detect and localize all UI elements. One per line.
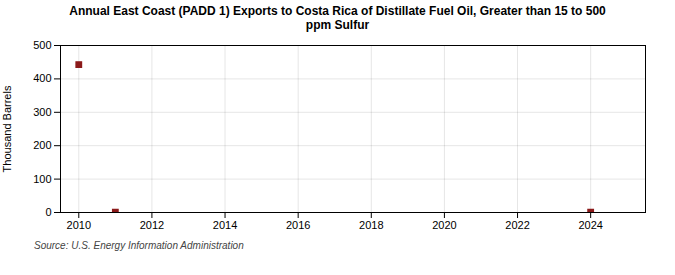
- svg-text:100: 100: [33, 172, 51, 184]
- svg-text:500: 500: [33, 39, 51, 51]
- html-text:Annual East Coast (PADD 1) Exp: Annual East Coast (PADD 1) Exports to Co…: [69, 4, 606, 33]
- svg-text:200: 200: [33, 139, 51, 151]
- html-text:Source: U.S. Energy Informatio: Source: U.S. Energy Information Administ…: [34, 239, 244, 251]
- svg-text:2018: 2018: [359, 219, 383, 231]
- svg-text:2010: 2010: [67, 219, 91, 231]
- svg-text:2014: 2014: [213, 219, 237, 231]
- svg-text:2020: 2020: [432, 219, 456, 231]
- svg-text:2012: 2012: [140, 219, 164, 231]
- svg-text:2016: 2016: [286, 219, 310, 231]
- svg-text:400: 400: [33, 72, 51, 84]
- svg-text:300: 300: [33, 106, 51, 118]
- svg-text:2024: 2024: [578, 219, 602, 231]
- svg-text:0: 0: [45, 206, 51, 218]
- svg-text:Thousand Barrels: Thousand Barrels: [1, 85, 13, 172]
- svg-text:2022: 2022: [505, 219, 529, 231]
